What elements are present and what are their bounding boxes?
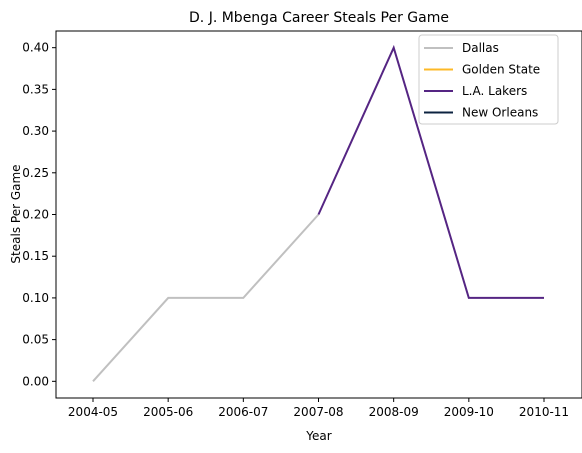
x-tick-label: 2006-07 xyxy=(218,405,268,419)
series-lines xyxy=(92,44,544,382)
plot-frame xyxy=(55,30,582,399)
x-tick-label: 2005-06 xyxy=(143,405,193,419)
y-axis-ticks: 0.00 0.05 0.10 0.15 0.20 0.25 0.30 0.35 0.40 xyxy=(22,41,56,388)
x-tick-label: 2007-08 xyxy=(293,405,343,419)
x-axis-ticks: 2004-05 2005-06 2006-07 2007-08 2008-09 2009-… xyxy=(68,398,569,419)
y-tick-label: 0.30 xyxy=(22,124,49,138)
series-line-dallas xyxy=(92,213,320,382)
y-tick-label: 0.15 xyxy=(22,249,49,263)
legend-label: Golden State xyxy=(462,63,540,77)
x-tick-label: 2008-09 xyxy=(369,405,419,419)
legend: Dallas Golden State L.A. Lakers New Orleans xyxy=(418,34,559,125)
x-axis-label: Year xyxy=(305,429,331,443)
y-tick-label: 0.40 xyxy=(22,41,49,55)
y-tick-label: 0.35 xyxy=(22,82,49,96)
y-tick-label: 0.00 xyxy=(22,374,49,388)
legend-label: L.A. Lakers xyxy=(462,84,527,98)
y-tick-label: 0.20 xyxy=(22,208,49,222)
y-tick-label: 0.25 xyxy=(22,166,49,180)
x-tick-label: 2010-11 xyxy=(519,405,569,419)
y-tick-label: 0.10 xyxy=(22,291,49,305)
y-tick-label: 0.05 xyxy=(22,333,49,347)
legend-label: Dallas xyxy=(462,41,499,55)
legend-box xyxy=(418,34,559,125)
x-tick-label: 2004-05 xyxy=(68,405,118,419)
x-tick-label: 2009-10 xyxy=(444,405,494,419)
legend-label: New Orleans xyxy=(462,106,538,120)
chart-title: D. J. Mbenga Career Steals Per Game xyxy=(189,10,449,26)
series-line-l-a-lakers xyxy=(317,44,544,299)
y-axis-label: Steals Per Game xyxy=(9,164,23,263)
